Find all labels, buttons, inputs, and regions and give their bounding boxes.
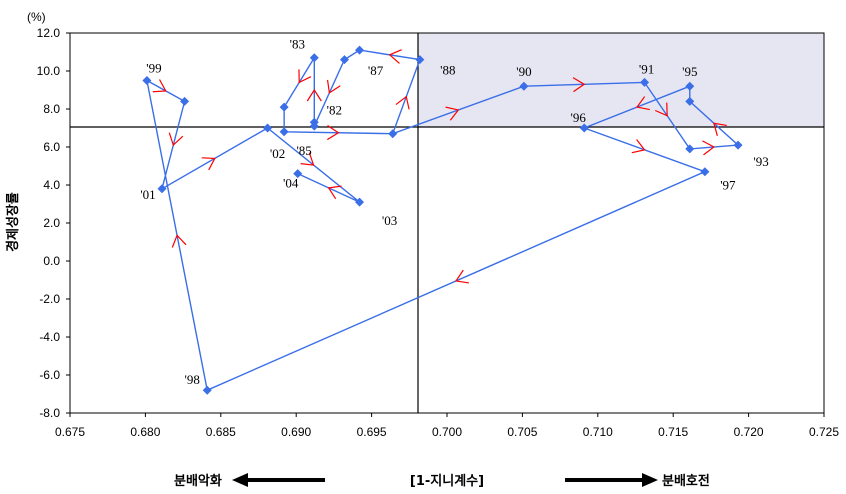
direction-arrow: [654, 102, 668, 117]
data-point: [640, 77, 650, 87]
year-label: '97: [720, 178, 736, 193]
year-label: '91: [639, 61, 654, 76]
x-tick-label: 0.720: [734, 425, 764, 439]
data-point: [157, 184, 167, 194]
direction-arrow: [327, 185, 342, 200]
year-label: '99: [146, 61, 161, 76]
data-point: [685, 144, 695, 154]
year-label: '95: [682, 64, 697, 79]
year-labels: '82 '83 '85 '87 '88 '90 '91 '93 '95 '96 '97 '98 '99 '…: [140, 37, 768, 388]
x-tick-label: 0.695: [357, 425, 387, 439]
y-axis-ticks: -8.0 -6.0 -4.0 -2.0 0.0 2.0 4.0 6.0 8.0 10.0 12.0: [37, 26, 70, 420]
year-label: '98: [185, 372, 200, 387]
x-tick-label: 0.700: [432, 425, 462, 439]
data-point: [309, 121, 319, 131]
shaded-quadrant: [418, 33, 824, 127]
direction-arrows: [152, 49, 727, 284]
data-point: [355, 45, 365, 55]
direction-arrow: [388, 49, 402, 64]
data-point: [180, 96, 190, 106]
x-axis-title: [1-지니계수]: [410, 474, 484, 489]
data-point: [700, 167, 710, 177]
data-point: [579, 123, 589, 133]
direction-arrow: [635, 96, 650, 111]
y-tick-label: 0.0: [43, 254, 60, 268]
right-caption: 분배호전: [662, 473, 710, 489]
y-tick-label: -6.0: [39, 368, 60, 382]
year-label: '88: [440, 63, 455, 78]
data-point: [202, 385, 212, 395]
direction-arrow: [445, 106, 460, 121]
direction-arrow: [300, 152, 315, 166]
y-tick-label: 8.0: [43, 102, 60, 116]
year-label: '02: [270, 146, 285, 161]
x-tick-label: 0.685: [206, 425, 236, 439]
data-point: [733, 140, 743, 150]
year-label: '01: [140, 187, 155, 202]
x-tick-label: 0.705: [507, 425, 537, 439]
year-label: '82: [327, 102, 342, 117]
direction-arrow: [326, 125, 340, 141]
direction-arrow: [713, 122, 727, 136]
data-point: [279, 127, 289, 137]
year-label: '85: [296, 143, 311, 158]
year-label: '03: [382, 213, 397, 228]
data-point: [355, 197, 365, 207]
x-tick-label: 0.715: [658, 425, 688, 439]
y-axis-title: 경제성장률: [5, 192, 21, 252]
y-tick-label: 4.0: [43, 178, 60, 192]
direction-arrow: [306, 88, 322, 102]
left-arrow-icon: [232, 473, 325, 487]
direction-arrow: [298, 69, 312, 84]
direction-arrow: [455, 269, 470, 284]
y-tick-label: 10.0: [37, 64, 61, 78]
year-label: '96: [571, 110, 587, 125]
data-points: [142, 45, 743, 395]
data-point: [519, 81, 529, 91]
x-axis-ticks: 0.675 0.680 0.685 0.690 0.695 0.700 0.705 0.710…: [55, 413, 839, 439]
data-point: [142, 76, 152, 85]
data-point: [685, 81, 695, 91]
x-tick-label: 0.680: [130, 425, 160, 439]
left-caption: 분배악화: [174, 473, 222, 489]
data-point: [685, 96, 695, 106]
data-point: [279, 102, 289, 112]
direction-arrow: [572, 77, 586, 93]
y-tick-label: 6.0: [43, 140, 60, 154]
year-label: '93: [753, 154, 768, 169]
series-line: [283, 49, 421, 135]
y-tick-label: -2.0: [39, 292, 60, 306]
y-tick-label: -8.0: [39, 406, 60, 420]
year-label: '87: [368, 63, 384, 78]
year-label: '04: [283, 176, 299, 191]
direction-arrow: [326, 79, 341, 94]
data-point: [388, 129, 398, 139]
direction-arrow: [201, 157, 216, 171]
direction-arrow: [152, 79, 167, 93]
direction-arrow: [702, 140, 716, 156]
year-label: '90: [516, 64, 531, 79]
data-point: [415, 55, 425, 65]
x-tick-label: 0.710: [583, 425, 613, 439]
year-label: '83: [290, 37, 305, 52]
data-point: [309, 53, 319, 63]
y-tick-label: 2.0: [43, 216, 60, 230]
direction-arrow: [631, 139, 646, 154]
x-tick-label: 0.675: [55, 425, 85, 439]
data-point: [293, 169, 303, 179]
direction-arrow: [395, 95, 410, 110]
x-tick-label: 0.725: [809, 425, 839, 439]
y-tick-label: -4.0: [39, 330, 60, 344]
data-point: [339, 55, 349, 65]
y-tick-label: 12.0: [37, 26, 61, 40]
x-tick-label: 0.690: [281, 425, 311, 439]
data-point: [263, 123, 273, 133]
direction-arrow: [168, 132, 184, 147]
direction-arrow: [171, 234, 187, 248]
y-unit-label: (%): [27, 10, 46, 24]
right-arrow-icon: [565, 473, 658, 487]
